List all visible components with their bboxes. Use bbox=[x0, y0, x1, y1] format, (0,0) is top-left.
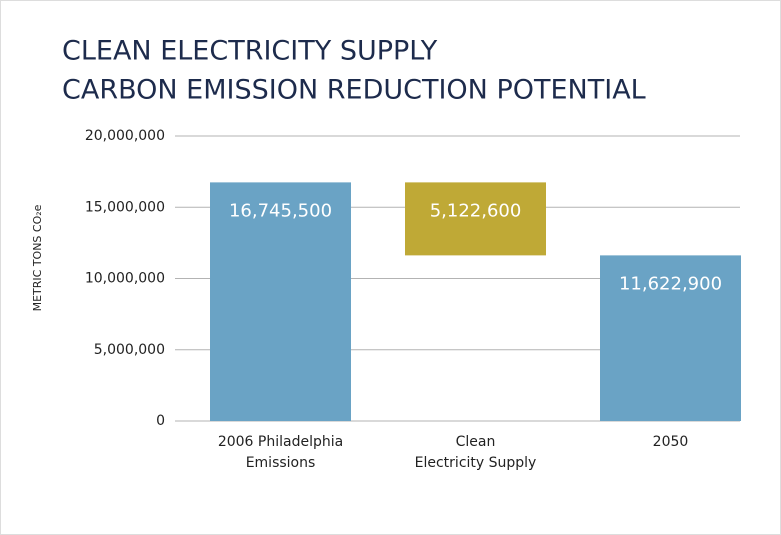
x-tick-label: Clean bbox=[456, 434, 496, 450]
data-label: 5,122,600 bbox=[430, 200, 522, 221]
x-tick-label: 2050 bbox=[653, 434, 689, 450]
y-axis-label: METRIC TONS CO₂e bbox=[31, 204, 44, 311]
chart-title: CLEAN ELECTRICITY SUPPLY bbox=[62, 36, 438, 67]
y-tick-label: 20,000,000 bbox=[85, 128, 165, 144]
bar bbox=[210, 182, 351, 421]
y-tick-label: 10,000,000 bbox=[85, 271, 165, 287]
x-tick-label: Electricity Supply bbox=[415, 455, 537, 471]
y-tick-label: 0 bbox=[156, 413, 165, 429]
x-tick-label: Emissions bbox=[246, 455, 316, 471]
bar bbox=[600, 255, 741, 421]
y-tick-label: 15,000,000 bbox=[85, 199, 165, 215]
y-tick-label: 5,000,000 bbox=[94, 342, 165, 358]
data-label: 16,745,500 bbox=[229, 200, 332, 221]
data-label: 11,622,900 bbox=[619, 273, 722, 294]
bar bbox=[405, 182, 546, 256]
chart-title: CARBON EMISSION REDUCTION POTENTIAL bbox=[62, 75, 646, 106]
x-tick-label: 2006 Philadelphia bbox=[218, 434, 343, 450]
